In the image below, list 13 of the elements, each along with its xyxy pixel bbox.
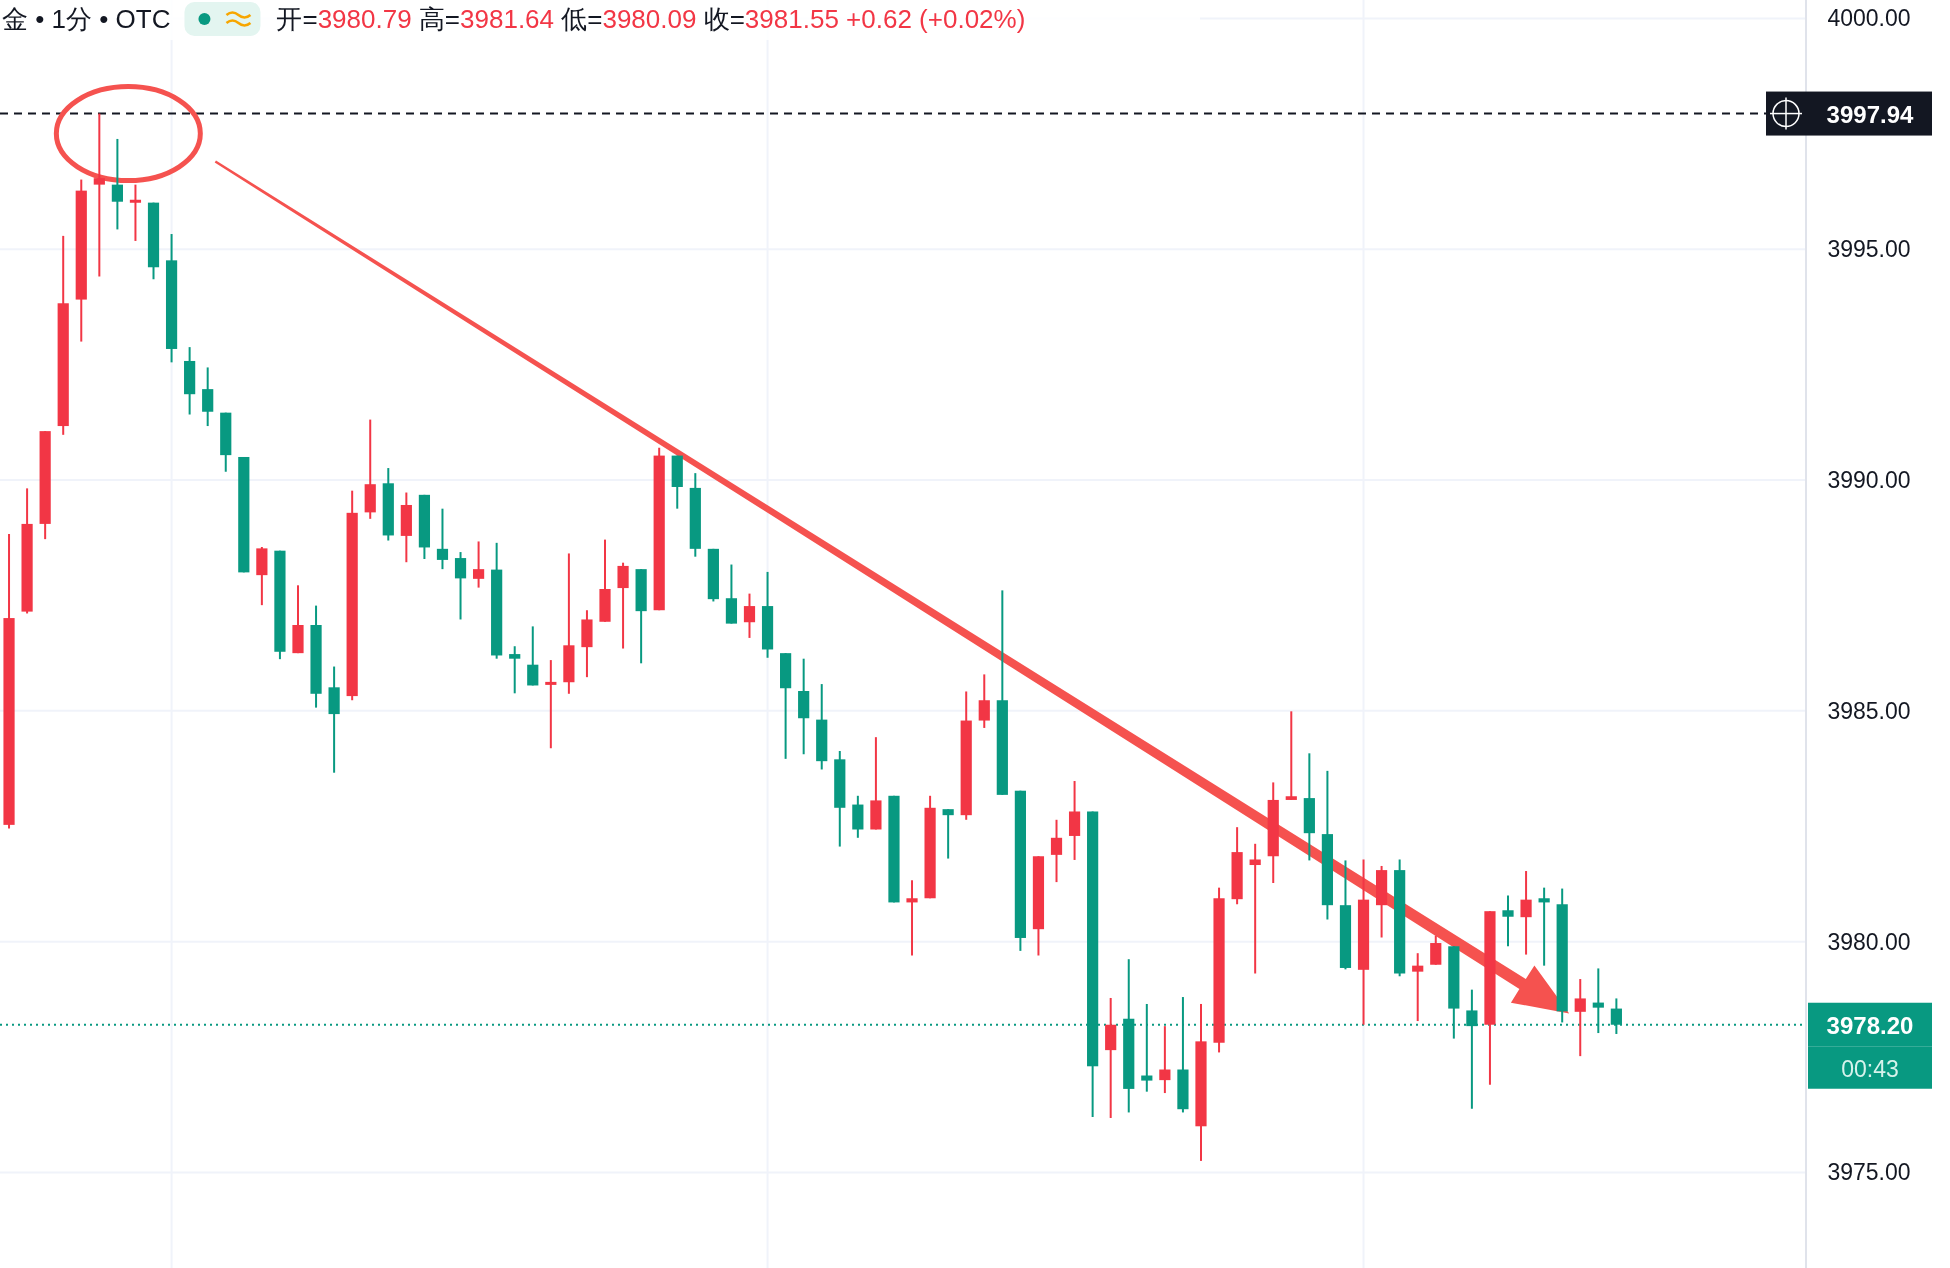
ref-line-label: 3997.94 bbox=[1826, 100, 1915, 128]
ref-label: 3997.94 bbox=[1808, 91, 1932, 136]
ref-line-label: 3978.20 bbox=[1826, 1011, 1914, 1039]
y-tick-label: 3995.00 bbox=[1827, 236, 1911, 263]
y-tick-label: 3990.00 bbox=[1827, 467, 1911, 494]
ref-label: 3978.20 bbox=[1808, 1002, 1932, 1047]
y-tick-label: 4000.00 bbox=[1827, 5, 1911, 32]
chart-title: 金 • 1分 • OTC bbox=[2, 4, 171, 34]
y-tick-label: 3975.00 bbox=[1827, 1159, 1911, 1186]
y-tick-label: 3980.00 bbox=[1827, 928, 1911, 955]
y-tick-label: 3985.00 bbox=[1827, 697, 1911, 724]
header: 金 • 1分 • OTC 开=3980.79 高=3981.64 低=3980.09 收=3981.55 +0.62 (+0.02%) bbox=[0, 0, 1200, 40]
text: 00:43 bbox=[1841, 1055, 1899, 1082]
